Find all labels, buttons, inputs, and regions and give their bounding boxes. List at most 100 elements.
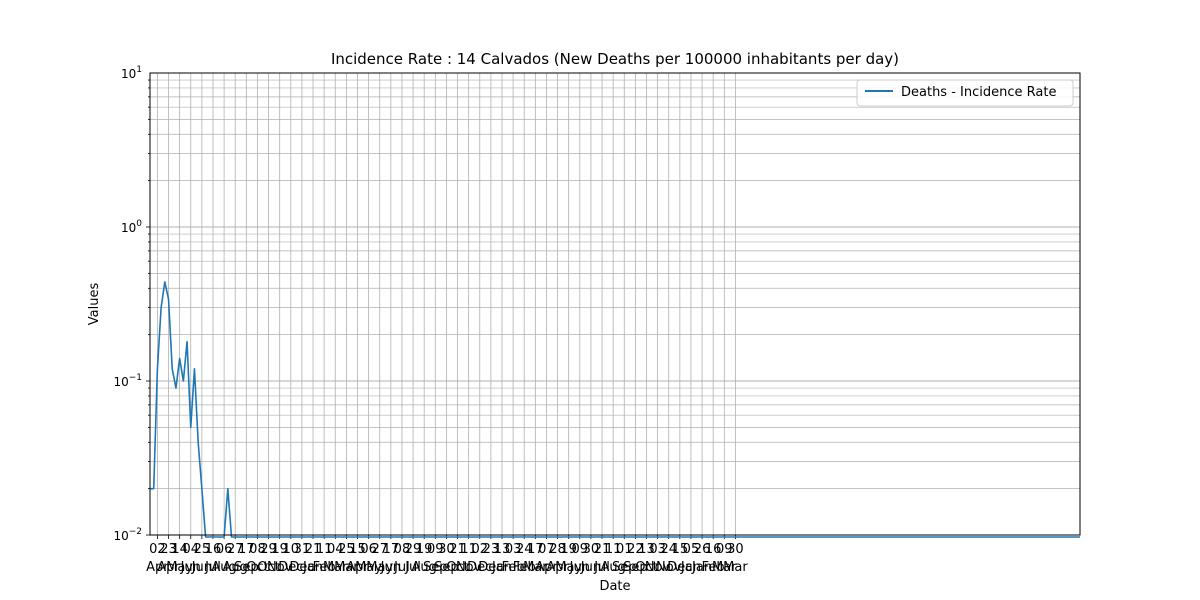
x-tick-day-label: 02 bbox=[149, 542, 166, 557]
x-tick-month-label: Aug bbox=[600, 560, 625, 575]
x-tick-day-label: 11 bbox=[316, 542, 333, 557]
x-tick-month-label: Nov bbox=[456, 560, 482, 575]
x-tick-month-label: Nov bbox=[645, 560, 671, 575]
grid bbox=[150, 73, 1080, 536]
y-tick-exponent: 0 bbox=[136, 219, 142, 229]
x-tick-day-label: 27 bbox=[227, 542, 244, 557]
x-tick-day-label: 31 bbox=[294, 542, 311, 557]
legend: Deaths - Incidence Rate bbox=[856, 79, 1074, 107]
x-tick-day-label: 30 bbox=[727, 542, 744, 557]
x-tick-day-label: 06 bbox=[216, 542, 233, 557]
x-tick-month-label: Jun bbox=[180, 560, 201, 575]
x-tick-day-label: 02 bbox=[471, 542, 488, 557]
x-axis-label: Date bbox=[599, 579, 630, 594]
x-tick-day-label: 13 bbox=[494, 542, 511, 557]
x-tick-day-label: 11 bbox=[605, 542, 622, 557]
x-tick-month-label: Mar bbox=[523, 560, 548, 575]
plot-frame bbox=[149, 72, 1081, 536]
y-tick-base: 10 bbox=[113, 529, 128, 543]
x-tick-month-label: Jan bbox=[680, 560, 701, 575]
x-tick-day-label: 21 bbox=[594, 542, 611, 557]
x-tick-month-label: Dec bbox=[278, 560, 303, 575]
x-tick-month-label: Nov bbox=[267, 560, 293, 575]
series-line-deaths-incidence-rate bbox=[150, 281, 1080, 538]
x-tick-day-label: 04 bbox=[182, 542, 199, 557]
x-tick-month-label: Dec bbox=[289, 560, 314, 575]
x-tick-month-label: Jan bbox=[691, 560, 712, 575]
x-tick-day-label: 13 bbox=[638, 542, 655, 557]
x-tick-day-label: 19 bbox=[416, 542, 433, 557]
x-tick-month-label: Aug bbox=[211, 560, 236, 575]
x-tick-month-label: Oct bbox=[257, 560, 279, 575]
x-tick-day-label: 19 bbox=[560, 542, 577, 557]
x-tick-month-label: Dec bbox=[667, 560, 692, 575]
x-tick-month-label: Feb bbox=[702, 560, 725, 575]
x-tick-day-label: 29 bbox=[260, 542, 277, 557]
x-tick-day-label: 16 bbox=[205, 542, 222, 557]
x-tick-day-label: 24 bbox=[660, 542, 677, 557]
x-tick-month-label: Jan bbox=[302, 560, 323, 575]
x-tick-day-label: 28 bbox=[549, 542, 566, 557]
chart-title: Incidence Rate : 14 Calvados (New Deaths… bbox=[331, 50, 899, 68]
x-tick-month-label: Jun bbox=[580, 560, 601, 575]
x-tick-month-label: May bbox=[366, 560, 393, 575]
y-tick-base: 10 bbox=[113, 375, 128, 389]
x-tick-month-label: May bbox=[355, 560, 382, 575]
x-tick-day-label: 21 bbox=[305, 542, 322, 557]
x-tick-month-label: Jul bbox=[593, 560, 610, 575]
y-tick-exponent: −1 bbox=[129, 373, 142, 383]
x-tick-month-label: Mar bbox=[334, 560, 359, 575]
x-tick-day-label: 25 bbox=[338, 542, 355, 557]
y-tick-exponent: −2 bbox=[129, 527, 142, 537]
x-tick-month-label: Nov bbox=[656, 560, 682, 575]
x-tick-day-label: 25 bbox=[194, 542, 211, 557]
x-tick-day-label: 03 bbox=[505, 542, 522, 557]
x-tick-month-label: Oct bbox=[246, 560, 268, 575]
y-tick-label: 10−1 bbox=[113, 373, 142, 389]
x-axis-ticks: 02Apr23Apr14May04Jun25Jun16Jul06Aug27Aug… bbox=[146, 535, 748, 575]
y-tick-base: 10 bbox=[121, 67, 136, 81]
x-tick-day-label: 27 bbox=[371, 542, 388, 557]
x-tick-day-label: 09 bbox=[716, 542, 733, 557]
x-tick-month-label: Jul bbox=[393, 560, 410, 575]
x-tick-day-label: 30 bbox=[438, 542, 455, 557]
x-tick-month-label: Dec bbox=[478, 560, 503, 575]
y-tick-label: 10−2 bbox=[113, 527, 142, 543]
y-axis-label: Values bbox=[87, 283, 102, 326]
x-tick-month-label: Jun bbox=[191, 560, 212, 575]
x-tick-day-label: 04 bbox=[327, 542, 344, 557]
x-tick-day-label: 09 bbox=[427, 542, 444, 557]
x-tick-month-label: Dec bbox=[467, 560, 492, 575]
x-tick-day-label: 06 bbox=[360, 542, 377, 557]
x-tick-month-label: Apr bbox=[346, 560, 369, 575]
x-tick-day-label: 07 bbox=[538, 542, 555, 557]
x-tick-month-label: Oct bbox=[446, 560, 468, 575]
x-tick-month-label: May bbox=[555, 560, 582, 575]
y-tick-exponent: 1 bbox=[136, 65, 142, 75]
x-tick-day-label: 23 bbox=[483, 542, 500, 557]
x-tick-month-label: Jun bbox=[569, 560, 590, 575]
x-tick-day-label: 09 bbox=[572, 542, 589, 557]
x-tick-day-label: 10 bbox=[283, 542, 300, 557]
x-tick-month-label: Apr bbox=[535, 560, 558, 575]
x-tick-day-label: 24 bbox=[516, 542, 533, 557]
x-tick-month-label: Oct bbox=[635, 560, 657, 575]
x-tick-day-label: 08 bbox=[394, 542, 411, 557]
x-tick-month-label: May bbox=[166, 560, 193, 575]
x-tick-month-label: Mar bbox=[323, 560, 348, 575]
x-tick-day-label: 01 bbox=[616, 542, 633, 557]
x-tick-month-label: Aug bbox=[223, 560, 248, 575]
x-tick-month-label: Feb bbox=[313, 560, 336, 575]
x-tick-month-label: Aug bbox=[411, 560, 436, 575]
x-tick-day-label: 03 bbox=[649, 542, 666, 557]
x-tick-day-label: 19 bbox=[271, 542, 288, 557]
x-tick-day-label: 16 bbox=[705, 542, 722, 557]
x-tick-day-label: 15 bbox=[672, 542, 689, 557]
x-tick-day-label: 08 bbox=[249, 542, 266, 557]
x-tick-month-label: Sep bbox=[623, 560, 648, 575]
x-tick-month-label: Jul bbox=[204, 560, 221, 575]
legend-box bbox=[856, 79, 1074, 107]
x-tick-month-label: Apr bbox=[546, 560, 569, 575]
x-tick-month-label: Feb bbox=[502, 560, 525, 575]
